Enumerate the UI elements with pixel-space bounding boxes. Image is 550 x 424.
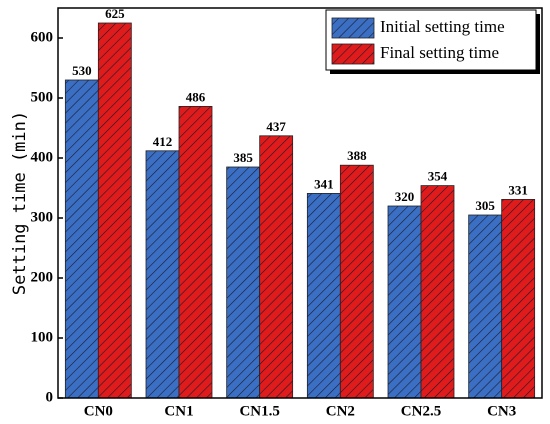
value-label: 331 [508,182,528,197]
x-tick-label: CN1.5 [239,403,279,419]
value-label: 385 [233,150,253,165]
value-label: 437 [266,119,286,134]
y-tick-label: 0 [46,389,54,405]
bar [226,166,261,399]
value-label: 412 [153,134,173,149]
legend-swatch [331,17,375,39]
bar [145,150,180,399]
y-tick-label: 100 [31,329,54,345]
x-tick-label: CN1 [164,403,193,419]
bar [501,198,536,399]
y-tick-label: 300 [31,209,54,225]
value-label: 388 [347,148,367,163]
value-label: 530 [72,63,92,78]
y-axis-label: Setting time (min) [10,111,30,295]
value-label: 305 [475,198,495,213]
value-label: 354 [428,169,448,184]
bar [339,164,374,399]
plot-frame [57,7,543,399]
bar [259,135,294,399]
x-tick-label: CN2.5 [401,403,441,419]
x-tick-label: CN0 [84,403,113,419]
bar [468,214,503,399]
bar [387,205,422,399]
legend-label: Initial setting time [380,17,505,36]
bar [64,79,99,399]
value-label: 486 [186,89,206,104]
y-tick-label: 200 [31,269,54,285]
y-tick-label: 500 [31,89,54,105]
y-tick-label: 400 [31,149,54,165]
bar [178,106,213,399]
value-label: 625 [105,6,125,21]
legend-label: Final setting time [380,43,499,62]
bar [306,192,341,399]
y-tick-label: 600 [31,29,54,45]
bar [97,22,132,399]
bar [420,185,455,399]
x-tick-label: CN2 [326,403,355,419]
x-tick-label: CN3 [487,403,516,419]
value-label: 320 [395,189,415,204]
value-label: 341 [314,176,334,191]
legend-swatch [331,43,375,65]
